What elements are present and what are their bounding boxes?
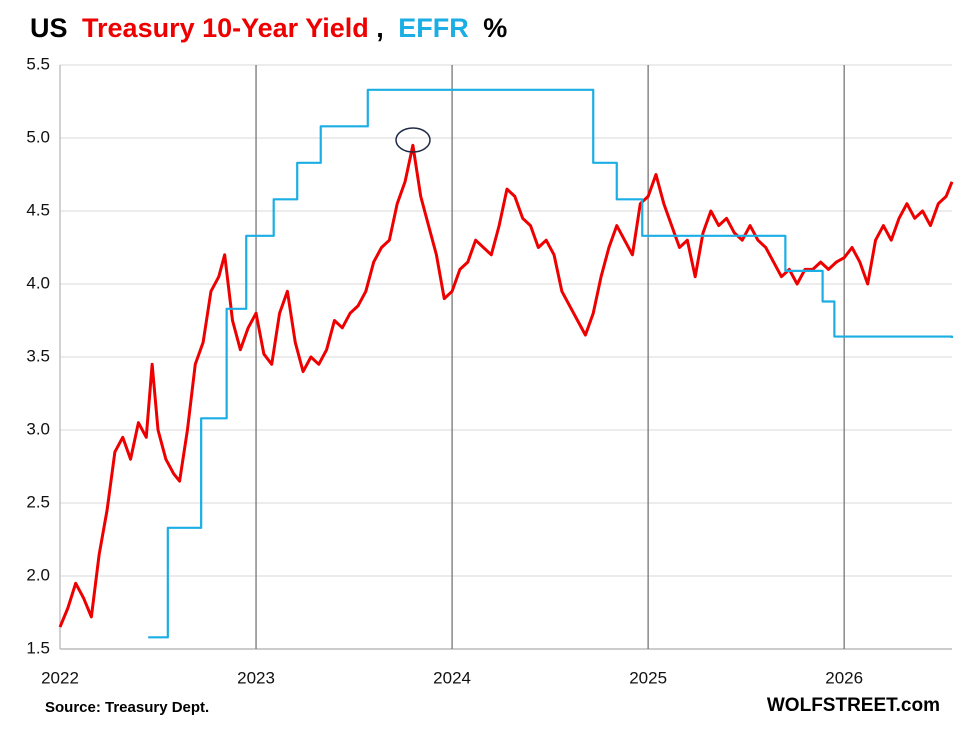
y-tick-label: 2.0 — [26, 565, 50, 584]
source: Source: Treasury Dept. — [45, 699, 209, 716]
title-separator: , — [376, 13, 384, 43]
x-tick-label: 2022 — [41, 668, 79, 687]
series-line — [58, 143, 954, 628]
x-tick-label: 2025 — [629, 668, 667, 687]
title-prefix: US — [30, 13, 68, 43]
chart-title: US Treasury 10-Year Yield , EFFR % — [30, 13, 507, 43]
y-tick-label: 2.5 — [26, 492, 50, 511]
grid: 1.5 2.0 2.5 3.0 3.5 4.0 4.5 5.0 5.5 2022 2023 2024 2… — [26, 54, 952, 687]
y-tick-label: 4.5 — [26, 200, 50, 219]
y-tick-label: 1.5 — [26, 638, 50, 657]
y-tick-label: 5.0 — [26, 127, 50, 146]
plot — [58, 88, 954, 639]
x-tick-label: 2026 — [825, 668, 863, 687]
peak-highlight — [395, 127, 431, 153]
y-tick-label: 4.0 — [26, 273, 50, 292]
brand: WOLFSTREET.com — [767, 695, 940, 716]
x-tick-label: 2023 — [237, 668, 275, 687]
title-suffix: % — [483, 13, 507, 43]
title-series-name: Treasury 10-Year Yield — [82, 13, 369, 43]
y-tick-label: 3.0 — [26, 419, 50, 438]
y-tick-label: 3.5 — [26, 346, 50, 365]
series-line — [148, 88, 954, 639]
x-tick-label: 2024 — [433, 668, 471, 687]
title-series-name: EFFR — [398, 13, 469, 43]
y-tick-label: 5.5 — [26, 54, 50, 73]
